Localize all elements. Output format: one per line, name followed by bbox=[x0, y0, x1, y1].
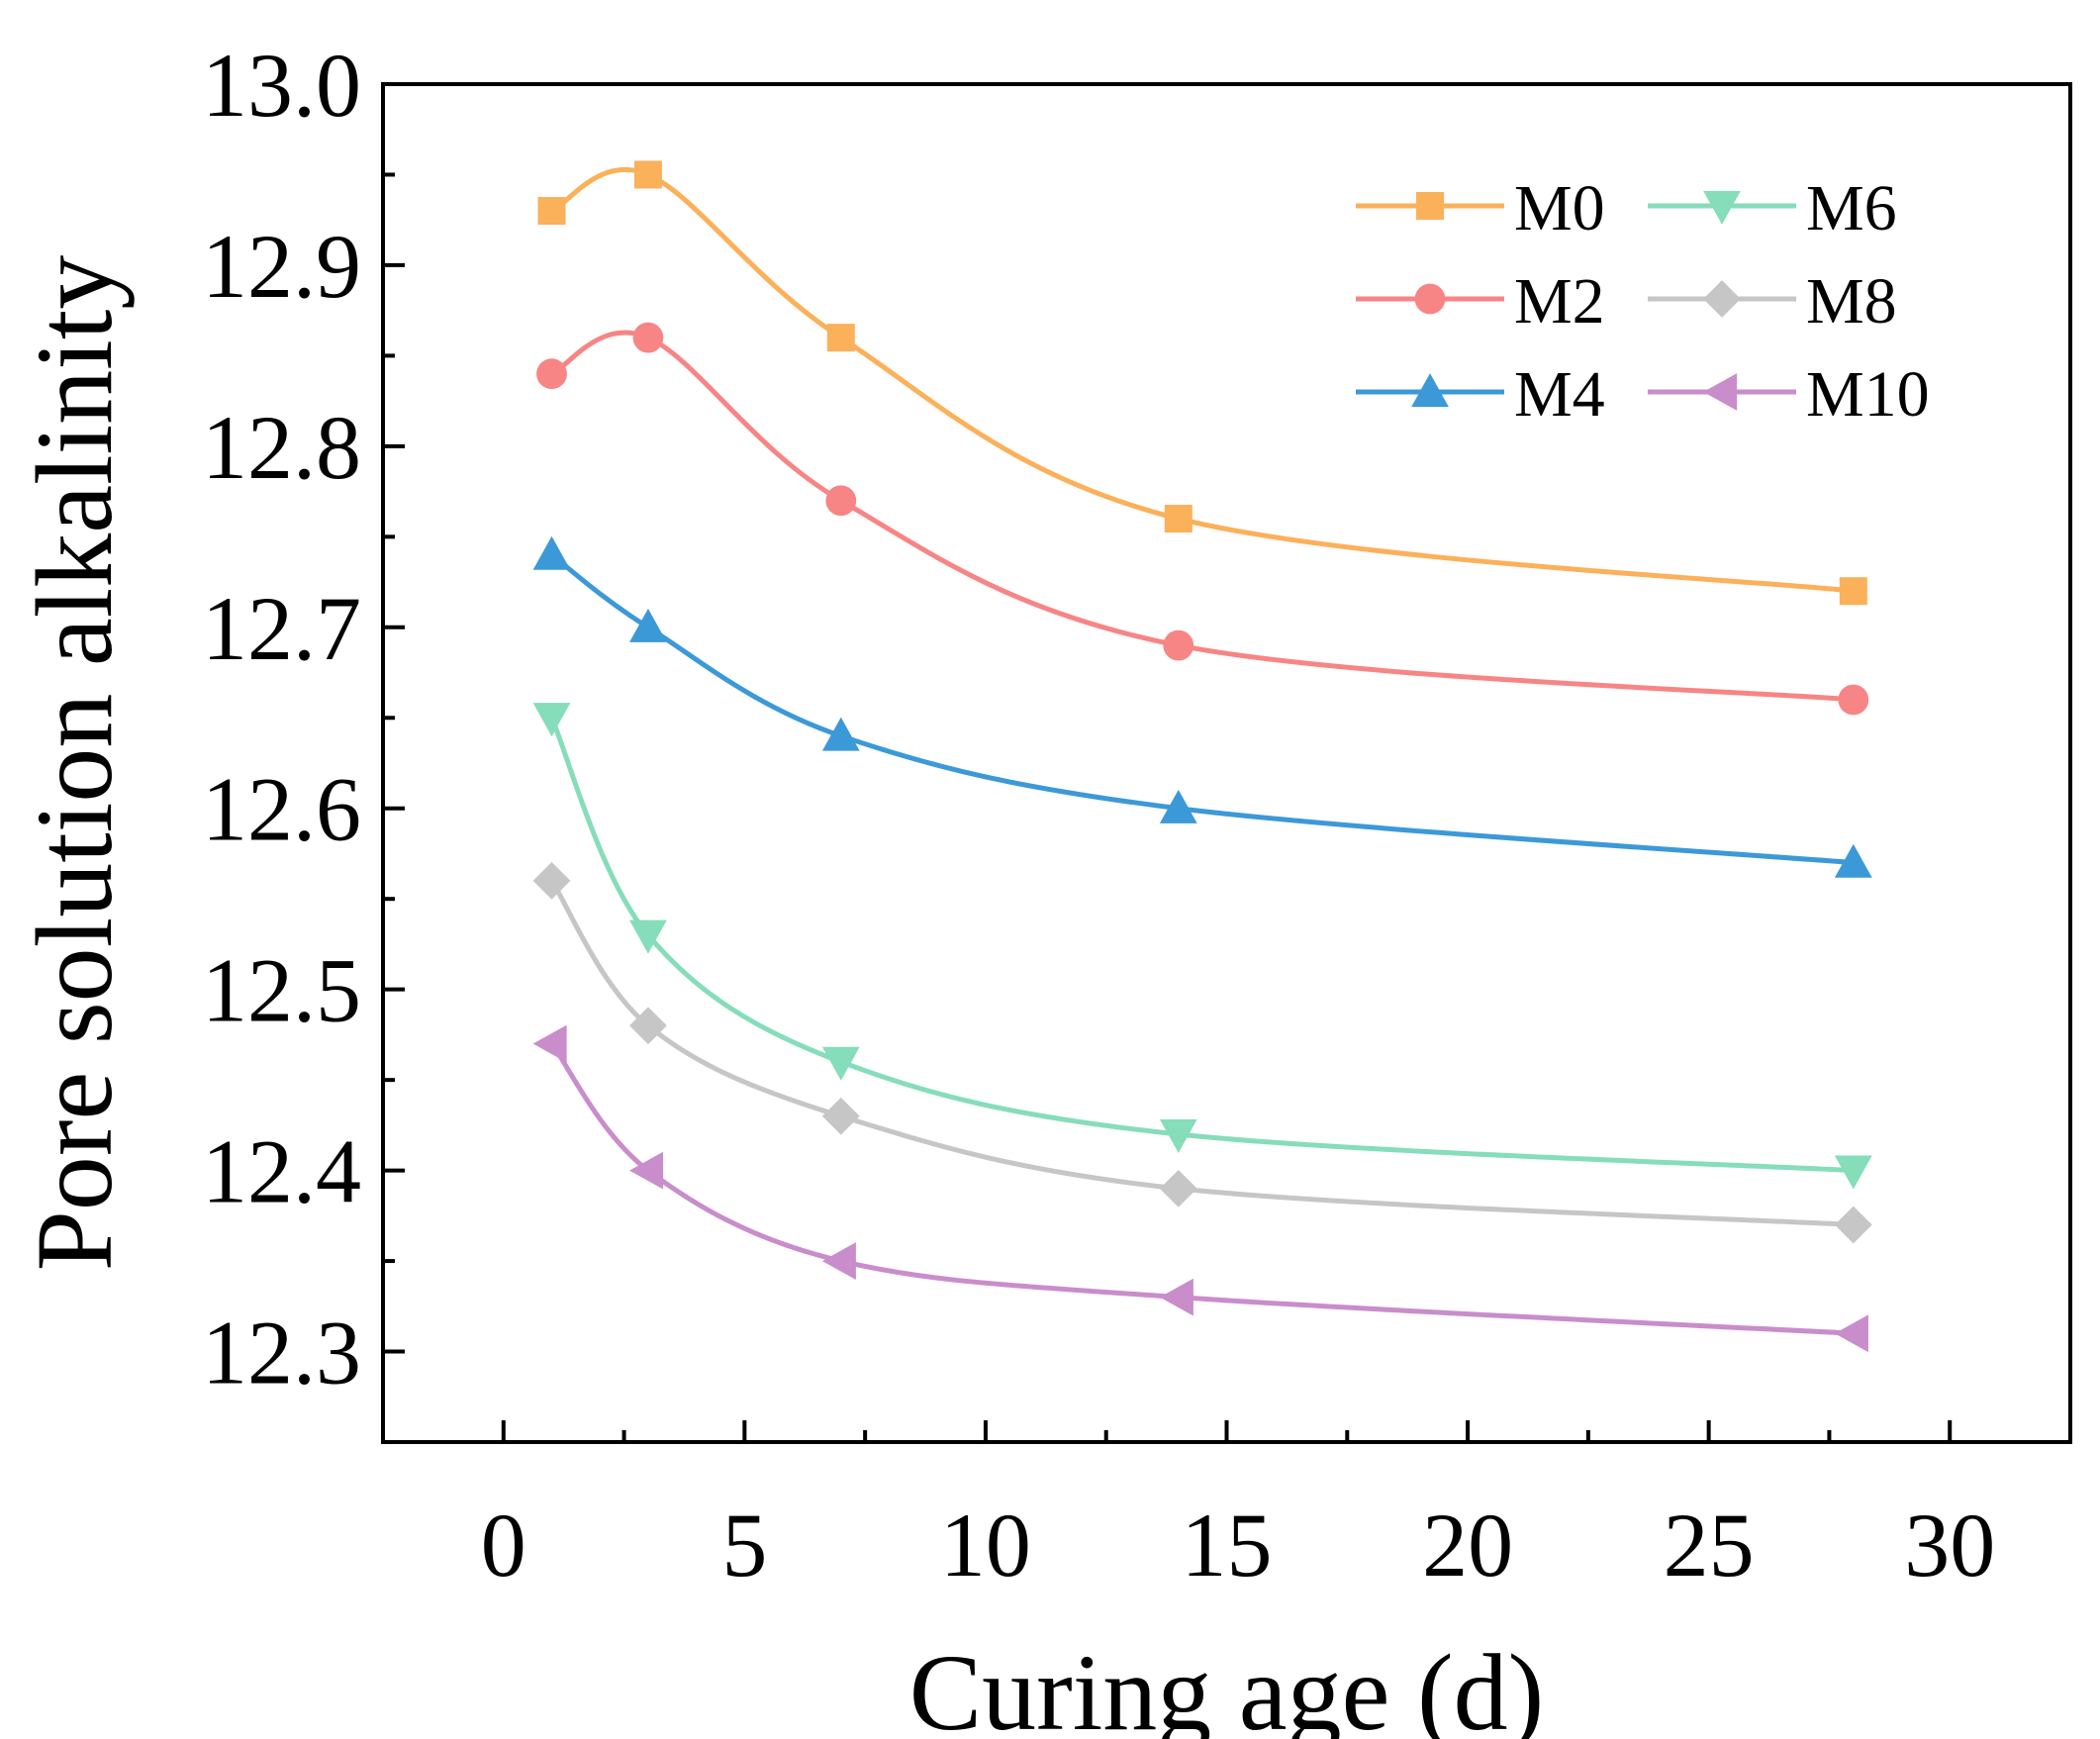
y-tick-label: 12.9 bbox=[202, 216, 361, 317]
data-point-m10 bbox=[1159, 1278, 1193, 1316]
legend-marker bbox=[1703, 373, 1738, 411]
data-point-m8 bbox=[629, 1007, 667, 1045]
series-line-m2 bbox=[550, 330, 1854, 703]
data-point-m2 bbox=[825, 485, 857, 517]
data-point-m2 bbox=[1163, 629, 1194, 661]
data-point-m8 bbox=[821, 1097, 860, 1135]
x-tick-label: 15 bbox=[1182, 1495, 1273, 1595]
y-tick-label: 13.0 bbox=[202, 35, 361, 136]
legend-marker bbox=[1703, 190, 1741, 225]
x-tick-label: 5 bbox=[721, 1495, 767, 1595]
x-tick-label: 20 bbox=[1422, 1495, 1513, 1595]
x-tick-label: 25 bbox=[1664, 1495, 1755, 1595]
data-point-m10 bbox=[1834, 1314, 1868, 1353]
data-point-m0 bbox=[826, 324, 855, 352]
series-m2 bbox=[536, 322, 1869, 716]
series-m6 bbox=[532, 703, 1872, 1190]
legend-item-m10: M10 bbox=[1648, 358, 1930, 431]
series-m10 bbox=[532, 1024, 1868, 1353]
data-point-m0 bbox=[1839, 577, 1867, 606]
y-tick-label: 12.6 bbox=[202, 759, 361, 860]
legend-label: M4 bbox=[1514, 358, 1605, 431]
data-point-m4 bbox=[1834, 843, 1872, 878]
series-line-m4 bbox=[549, 552, 1854, 866]
data-point-m0 bbox=[1164, 505, 1193, 533]
data-point-m0 bbox=[633, 160, 662, 189]
x-tick-label: 0 bbox=[481, 1495, 526, 1595]
data-point-m8 bbox=[532, 862, 571, 900]
y-tick-label: 12.7 bbox=[202, 578, 361, 679]
series-line-m0 bbox=[550, 166, 1855, 594]
x-axis: 0 5 10 15 20 25 30 bbox=[481, 1420, 1995, 1595]
data-point-m6 bbox=[1159, 1118, 1197, 1153]
data-point-m6 bbox=[532, 703, 571, 737]
legend-label: M8 bbox=[1806, 265, 1897, 338]
series-m8 bbox=[532, 862, 1872, 1244]
series-layer bbox=[532, 160, 1872, 1353]
legend-marker bbox=[1414, 283, 1446, 315]
data-point-m10 bbox=[532, 1024, 567, 1063]
data-point-m4 bbox=[1159, 789, 1197, 823]
series-m0 bbox=[537, 160, 1867, 606]
data-point-m4 bbox=[532, 535, 571, 570]
data-point-m10 bbox=[629, 1151, 664, 1190]
data-point-m4 bbox=[821, 717, 860, 751]
legend-item-m2: M2 bbox=[1356, 265, 1605, 338]
data-point-m0 bbox=[537, 197, 566, 226]
legend-marker bbox=[1703, 280, 1741, 318]
x-axis-title: Curing age (d) bbox=[909, 1632, 1544, 1739]
series-m4 bbox=[532, 535, 1872, 878]
x-tick-label: 10 bbox=[940, 1495, 1031, 1595]
data-point-m6 bbox=[1834, 1155, 1872, 1190]
data-point-m2 bbox=[1838, 684, 1869, 716]
y-tick-label: 12.8 bbox=[202, 397, 361, 498]
legend-label: M10 bbox=[1806, 358, 1930, 431]
data-point-m4 bbox=[629, 608, 667, 642]
legend-item-m0: M0 bbox=[1356, 172, 1605, 244]
legend-marker bbox=[1416, 192, 1444, 220]
legend-label: M6 bbox=[1806, 172, 1897, 244]
legend-item-m8: M8 bbox=[1648, 265, 1897, 338]
y-axis-title: Pore solution alkalinity bbox=[14, 255, 135, 1272]
y-tick-label: 12.3 bbox=[202, 1303, 361, 1403]
data-point-m2 bbox=[536, 358, 567, 390]
y-axis: 12.3 12.4 12.5 12.6 12.7 12.8 12.9 13.0 bbox=[202, 35, 405, 1403]
legend-label: M2 bbox=[1514, 265, 1605, 338]
y-tick-label: 12.4 bbox=[202, 1121, 361, 1222]
legend-item-m6: M6 bbox=[1648, 172, 1897, 244]
data-point-m8 bbox=[1834, 1206, 1872, 1244]
data-point-m2 bbox=[632, 322, 664, 353]
legend-item-m4: M4 bbox=[1356, 358, 1605, 431]
legend: M0 M2 M4 M6 M8 M10 bbox=[1356, 172, 1930, 431]
data-point-m6 bbox=[821, 1046, 860, 1081]
series-line-m6 bbox=[549, 717, 1854, 1174]
legend-label: M0 bbox=[1514, 172, 1605, 244]
data-point-m6 bbox=[629, 919, 667, 954]
data-point-m10 bbox=[821, 1242, 856, 1280]
data-point-m8 bbox=[1159, 1169, 1197, 1208]
x-tick-label: 30 bbox=[1904, 1495, 1995, 1595]
series-line-m8 bbox=[549, 879, 1854, 1227]
legend-marker bbox=[1411, 373, 1449, 408]
y-tick-label: 12.5 bbox=[202, 940, 361, 1041]
